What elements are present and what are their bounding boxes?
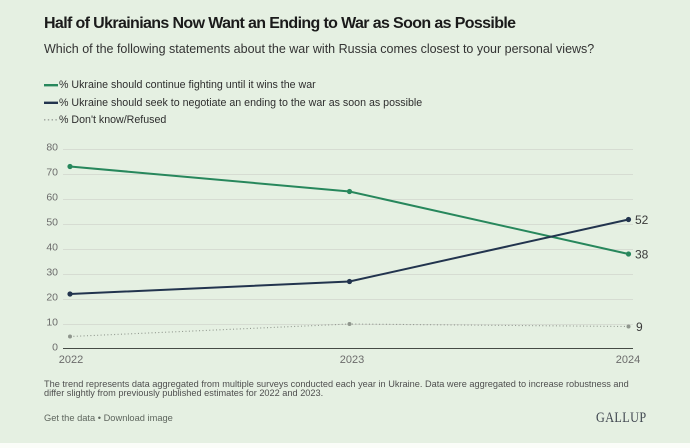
svg-text:10: 10 <box>46 317 58 329</box>
svg-text:52: 52 <box>635 213 649 227</box>
svg-text:60: 60 <box>46 192 58 204</box>
svg-text:40: 40 <box>46 242 58 254</box>
svg-text:2023: 2023 <box>340 354 364 366</box>
svg-text:70: 70 <box>46 167 58 179</box>
svg-text:80: 80 <box>46 142 58 154</box>
svg-text:30: 30 <box>46 267 58 279</box>
svg-text:50: 50 <box>46 217 58 229</box>
svg-text:0: 0 <box>52 342 58 354</box>
svg-text:38: 38 <box>635 247 649 261</box>
svg-text:9: 9 <box>636 320 643 334</box>
svg-text:2024: 2024 <box>616 354 640 366</box>
svg-text:20: 20 <box>46 292 58 304</box>
svg-text:2022: 2022 <box>59 354 83 366</box>
